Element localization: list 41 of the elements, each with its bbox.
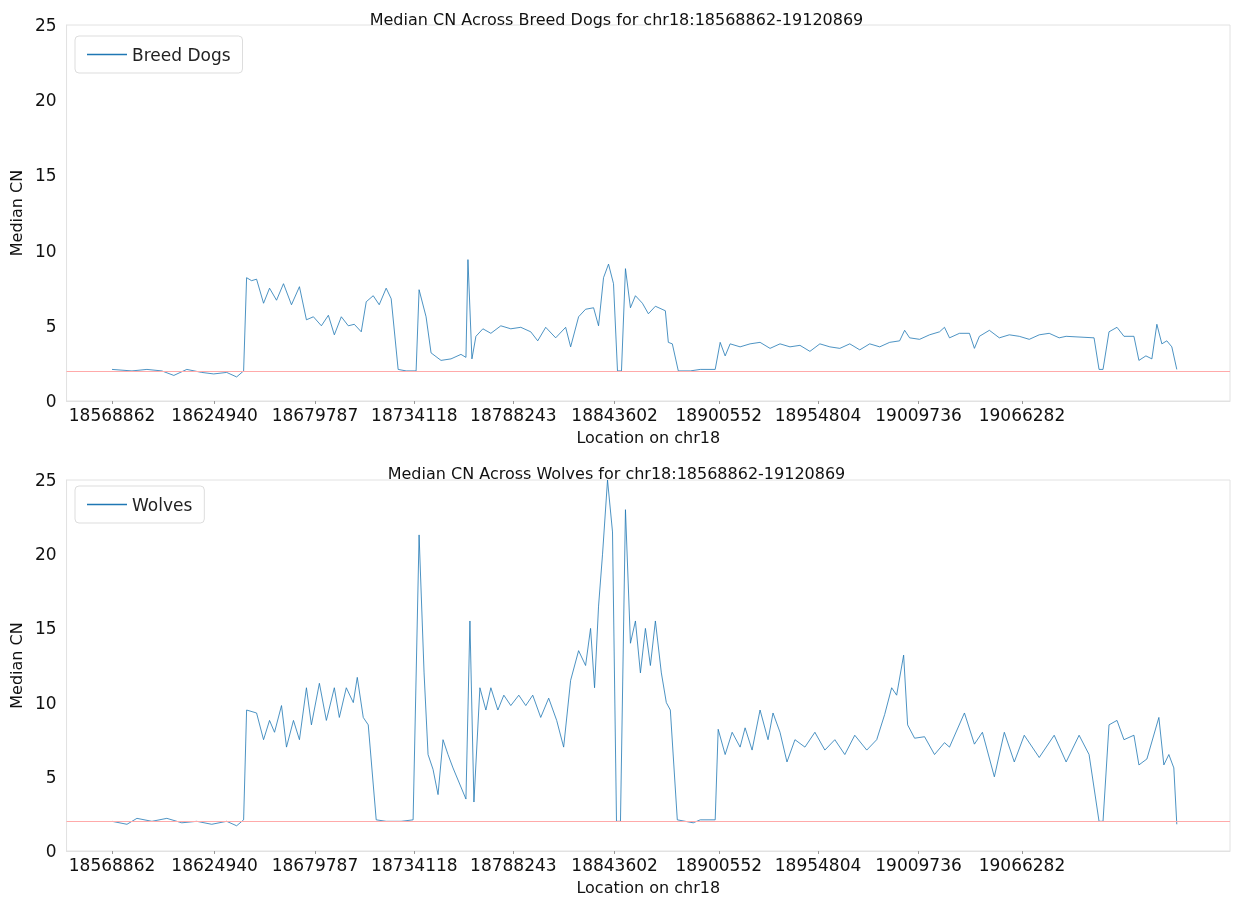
- y-tick-label: 5: [45, 315, 57, 336]
- y-tick-label: 20: [34, 90, 57, 111]
- x-tick-label: 18624940: [171, 404, 258, 425]
- x-tick-label: 18568862: [68, 404, 156, 425]
- legend-label: Breed Dogs: [132, 44, 231, 65]
- x-tick-label: 19009736: [875, 854, 962, 875]
- y-axis-title: Median CN: [6, 169, 26, 257]
- x-tick-label: 18679787: [271, 854, 359, 875]
- x-tick-label: 19066282: [978, 854, 1066, 875]
- x-tick-label: 18843602: [571, 854, 658, 875]
- x-tick-label: 19009736: [875, 404, 962, 425]
- x-tick-label: 18954804: [774, 404, 862, 425]
- chart-title: Median CN Across Wolves for chr18:18568862-19120869: [387, 463, 846, 483]
- x-tick-label: 18954804: [774, 854, 862, 875]
- y-tick-label: 0: [45, 841, 57, 861]
- x-axis-title: Location on chr18: [576, 877, 721, 897]
- y-axis-title: Median CN: [6, 622, 26, 709]
- x-tick-label: 19066282: [978, 404, 1066, 425]
- y-tick-label: 20: [34, 544, 57, 565]
- x-tick-label: 18843602: [571, 404, 658, 425]
- y-tick-label: 15: [34, 165, 57, 186]
- y-tick-label: 25: [34, 470, 57, 490]
- y-tick-label: 5: [45, 766, 57, 787]
- legend-label: Wolves: [132, 494, 193, 515]
- x-tick-label: 18788243: [470, 854, 557, 875]
- y-tick-label: 15: [34, 618, 57, 639]
- x-tick-label: 18568862: [68, 854, 156, 875]
- x-tick-label: 18734118: [371, 404, 458, 425]
- x-tick-label: 18788243: [470, 404, 557, 425]
- x-axis-title: Location on chr18: [576, 427, 721, 447]
- x-tick-label: 18734118: [371, 854, 458, 875]
- y-tick-label: 25: [34, 15, 57, 35]
- x-tick-label: 18679787: [271, 404, 359, 425]
- y-tick-label: 10: [34, 240, 57, 261]
- x-tick-label: 18624940: [171, 854, 258, 875]
- x-tick-label: 18900552: [675, 854, 763, 875]
- x-tick-label: 18900552: [675, 404, 763, 425]
- y-tick-label: 0: [45, 391, 57, 411]
- line-series: [111, 259, 1178, 378]
- chart-title: Median CN Across Breed Dogs for chr18:18568862-19120869: [369, 9, 864, 29]
- y-tick-label: 10: [34, 692, 57, 713]
